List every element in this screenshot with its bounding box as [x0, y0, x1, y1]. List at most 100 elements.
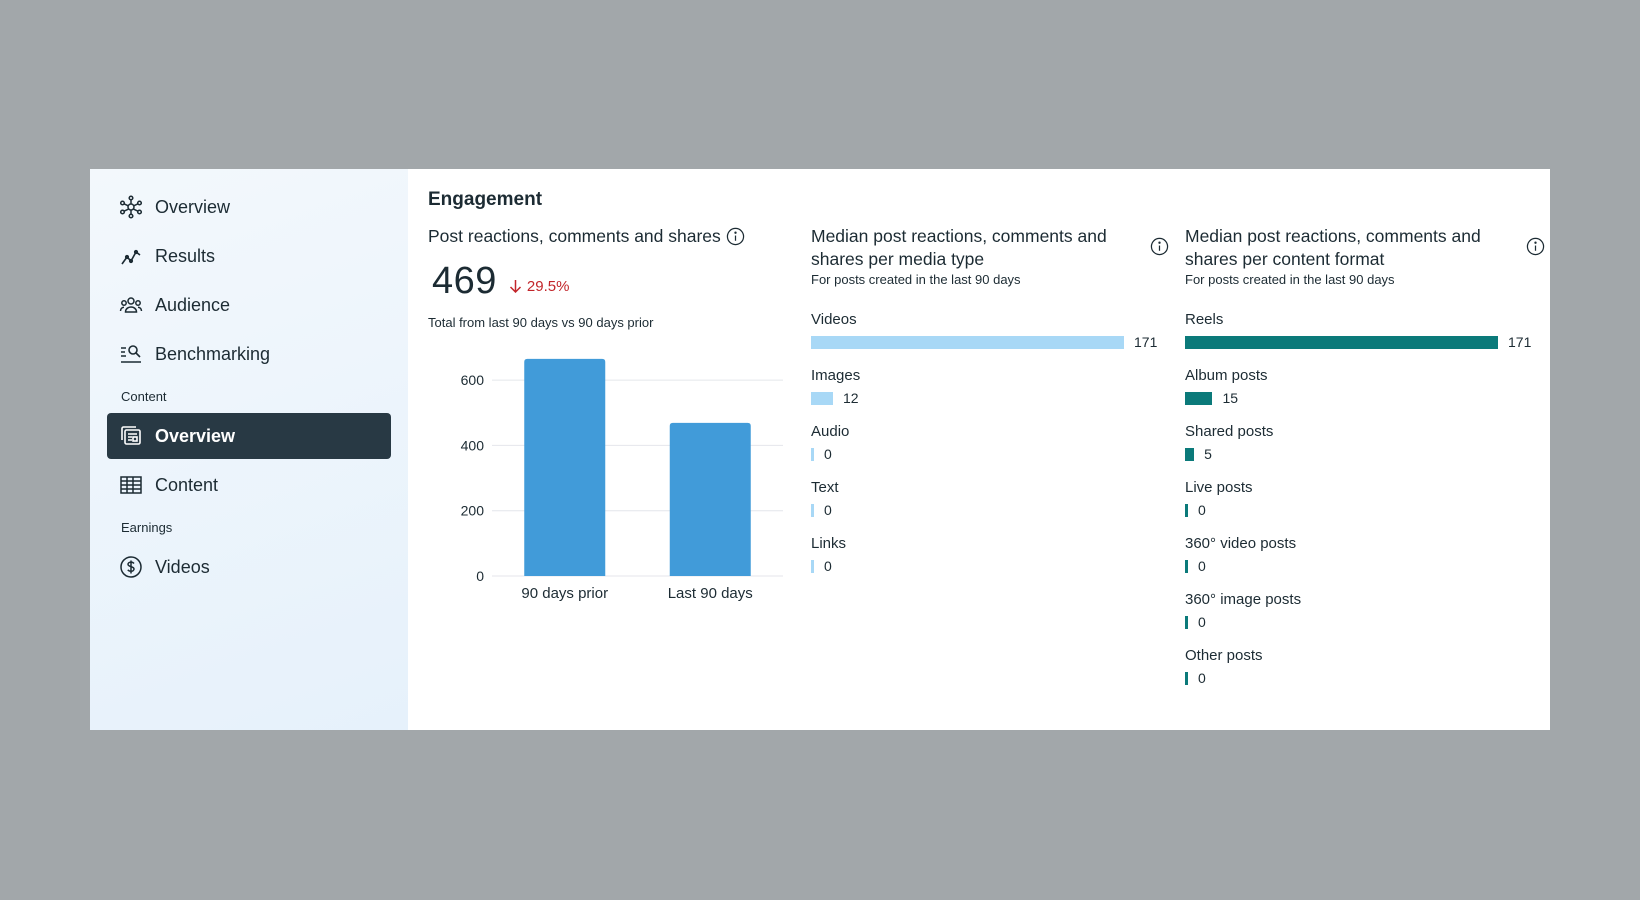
hbar-item: Links 0 [811, 533, 1169, 589]
metric-row: 469 29.5% [428, 260, 791, 303]
panel-header: Median post reactions, comments and shar… [1185, 225, 1545, 271]
hbar-item: Reels 171 [1185, 309, 1545, 365]
panel-header: Post reactions, comments and shares [428, 225, 791, 248]
hbar-row: 0 [811, 555, 1169, 577]
hbar [1185, 335, 1498, 349]
hbar-item: Audio 0 [811, 421, 1169, 477]
hbar-row: 0 [811, 499, 1169, 521]
info-icon[interactable] [726, 227, 745, 246]
info-icon[interactable] [1526, 237, 1545, 256]
panel-title: Median post reactions, comments and shar… [1185, 226, 1481, 269]
hbar-label: 360° video posts [1185, 535, 1297, 552]
hbar-value: 0 [1198, 614, 1206, 630]
hbar-item: Live posts 0 [1185, 477, 1545, 533]
sidebar-item-content-overview[interactable]: Overview [107, 413, 391, 459]
cards-icon [119, 424, 143, 448]
hbar-label: Images [811, 367, 861, 384]
sidebar-item-label: Overview [155, 425, 236, 446]
media-type-panel: Median post reactions, comments and shar… [811, 225, 1185, 701]
page-title: Engagement [428, 189, 543, 210]
hbar-row: 5 [1185, 443, 1545, 465]
dollar-icon [119, 555, 143, 579]
main-content: Engagement Post reactions, comments and … [408, 169, 1550, 730]
sidebar-item-overview[interactable]: Overview [107, 184, 391, 230]
sidebar-item-label: Benchmarking [155, 343, 271, 364]
sidebar-item-audience[interactable]: Audience [107, 282, 391, 328]
sidebar-item-videos[interactable]: Videos [107, 544, 391, 590]
media-type-bars: Videos 171 Images 12 Audio 0 Text 0 Links 0 [811, 309, 1169, 589]
hbar-row: 171 [811, 331, 1169, 353]
hbar-value: 0 [1198, 502, 1206, 518]
y-tick-label: 0 [476, 568, 484, 584]
hbar-value: 12 [842, 390, 859, 406]
sidebar-item-content[interactable]: Content [107, 462, 391, 508]
hbar-label: Text [811, 479, 839, 496]
content-format-panel: Median post reactions, comments and shar… [1185, 225, 1545, 701]
panel-subtitle: For posts created in the last 90 days [811, 272, 1021, 287]
hbar-value: 5 [1204, 446, 1212, 462]
info-icon[interactable] [1150, 237, 1169, 256]
sidebar-item-label: Videos [155, 556, 210, 577]
hbar [1185, 615, 1188, 629]
y-tick-label: 400 [461, 437, 485, 453]
hbar-value: 0 [824, 558, 832, 574]
y-tick-label: 200 [461, 503, 485, 519]
hbar-row: 0 [1185, 499, 1545, 521]
hbar-label: Other posts [1185, 647, 1263, 664]
hbar-label: 360° image posts [1185, 591, 1302, 608]
hbar [811, 503, 814, 517]
hbar-value: 171 [1508, 334, 1532, 350]
benchmark-icon [119, 342, 143, 366]
panel-title: Median post reactions, comments and shar… [811, 226, 1107, 269]
bar-chart: 0 200 400 600 90 days prior Last 90 days [428, 344, 791, 619]
hbar-label: Videos [811, 311, 857, 328]
trend-icon [119, 244, 143, 268]
app-window: Overview Results Audience [90, 169, 1550, 730]
hbar [1185, 503, 1188, 517]
panel-title: Post reactions, comments and shares [428, 226, 721, 246]
hbar-label: Reels [1185, 311, 1224, 328]
hbar [811, 335, 1124, 349]
hbar-label: Live posts [1185, 479, 1253, 496]
bar [524, 358, 606, 576]
sidebar-item-label: Audience [155, 294, 231, 315]
x-tick-label: 90 days prior [521, 585, 608, 602]
metric-note: Total from last 90 days vs 90 days prior [428, 315, 654, 330]
hbar-row: 171 [1185, 331, 1545, 353]
metric-change-value: 29.5% [526, 277, 570, 295]
hbar [1185, 447, 1195, 461]
hbar [1185, 671, 1188, 685]
hbar-row: 0 [1185, 667, 1545, 689]
network-icon [119, 195, 143, 219]
panel-subtitle: For posts created in the last 90 days [1185, 272, 1395, 287]
bar [669, 422, 751, 576]
hbar [811, 559, 814, 573]
hbar-value: 0 [824, 502, 832, 518]
hbar-value: 171 [1134, 334, 1158, 350]
arrow-down-icon [509, 280, 521, 293]
section-label-content: Content [121, 389, 167, 404]
hbar-item: Images 12 [811, 365, 1169, 421]
sidebar-item-label: Results [155, 245, 216, 266]
hbar [811, 447, 814, 461]
metric-value: 469 [432, 260, 497, 302]
hbar-label: Album posts [1185, 367, 1268, 384]
x-tick-label: Last 90 days [668, 585, 753, 602]
people-icon [119, 293, 143, 317]
metric-change: 29.5% [509, 277, 570, 295]
hbar-item: Album posts 15 [1185, 365, 1545, 421]
hbar-row: 0 [1185, 555, 1545, 577]
hbar-value: 0 [1198, 558, 1206, 574]
sidebar-item-results[interactable]: Results [107, 233, 391, 279]
hbar-value: 0 [824, 446, 832, 462]
hbar-item: Text 0 [811, 477, 1169, 533]
hbar-row: 12 [811, 387, 1169, 409]
hbar-item: Videos 171 [811, 309, 1169, 365]
hbar-row: 15 [1185, 387, 1545, 409]
sidebar-item-benchmarking[interactable]: Benchmarking [107, 331, 391, 377]
hbar-item: 360° image posts 0 [1185, 589, 1545, 645]
table-icon [119, 473, 143, 497]
hbar-item: Other posts 0 [1185, 645, 1545, 701]
hbar-label: Audio [811, 423, 850, 440]
hbar-label: Shared posts [1185, 423, 1274, 440]
